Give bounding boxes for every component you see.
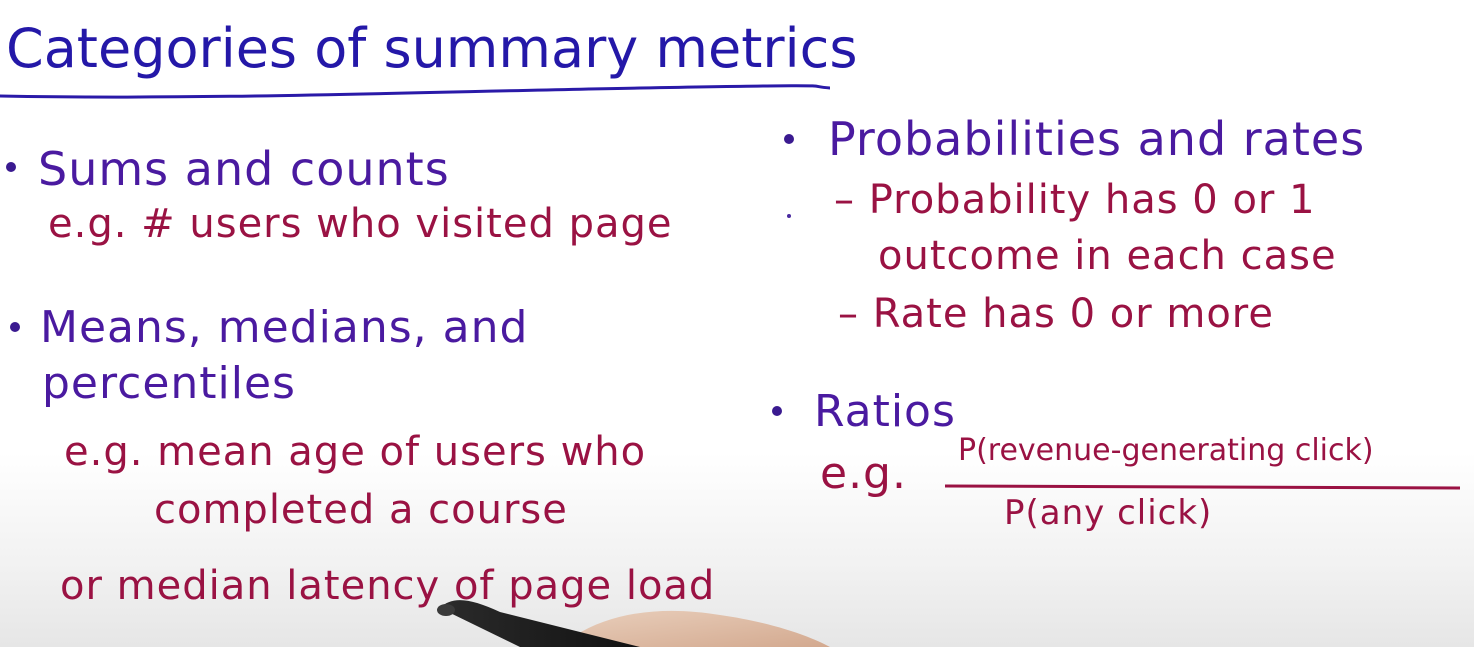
prob-item1-line2: outcome in each case (878, 233, 1337, 279)
prob-item2: – Rate has 0 or more (838, 291, 1274, 337)
means-example-line3: or median latency of page load (60, 563, 716, 609)
bullet-ratios (772, 406, 782, 416)
ratios-heading: Ratios (814, 386, 956, 437)
stray-dot (787, 214, 791, 218)
means-example-line2: completed a course (154, 487, 568, 533)
ratios-eg: e.g. (820, 448, 907, 499)
prob-item1-line1: – Probability has 0 or 1 (834, 177, 1316, 223)
page-title: Categories of summary metrics (6, 17, 858, 80)
ratio-fraction-bar (945, 484, 1460, 490)
sums-heading: Sums and counts (38, 142, 450, 196)
sums-example: e.g. # users who visited page (48, 201, 673, 247)
ratio-denominator: P(any click) (1004, 493, 1213, 533)
means-example-line1: e.g. mean age of users who (64, 429, 647, 475)
title-underline (0, 84, 830, 99)
bullet-sums (6, 162, 16, 172)
bullet-means (10, 322, 20, 332)
means-heading-line2: percentiles (42, 358, 296, 409)
means-heading-line1: Means, medians, and (40, 302, 529, 353)
bullet-probabilities (784, 134, 794, 144)
prob-heading: Probabilities and rates (828, 112, 1366, 166)
ratio-numerator: P(revenue-generating click) (958, 433, 1374, 468)
